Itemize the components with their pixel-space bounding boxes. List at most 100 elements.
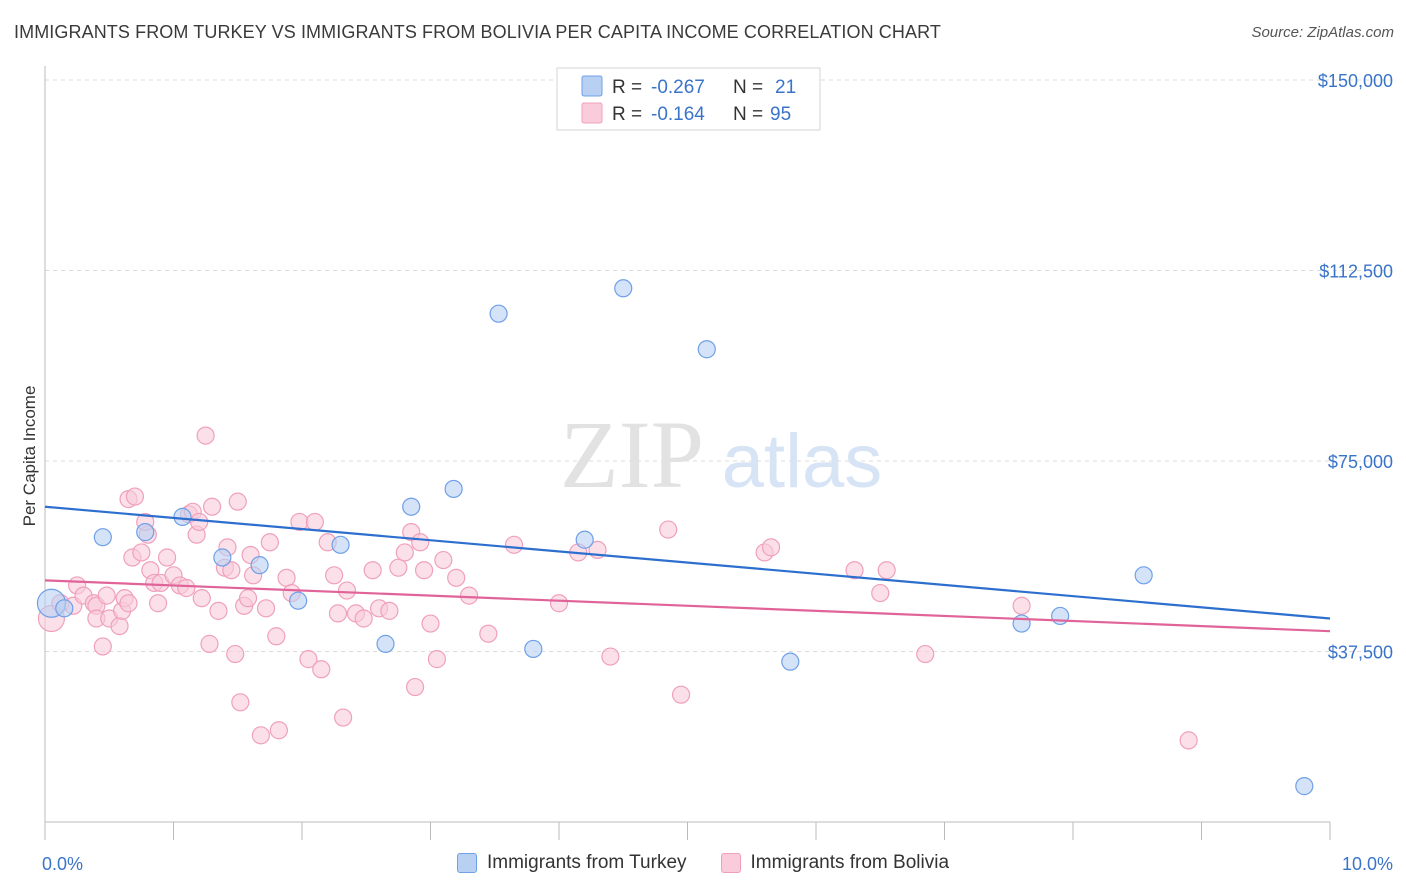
- legend-n-value-bolivia: 95: [770, 104, 791, 125]
- point-bolivia-58: [312, 660, 331, 679]
- point-turkey-12: [489, 304, 508, 323]
- point-turkey-21: [1295, 777, 1314, 796]
- watermark-atlas: atlas: [722, 419, 883, 504]
- point-bolivia-87: [671, 685, 691, 704]
- legend-n-label-bolivia: N =: [733, 104, 763, 125]
- point-bolivia-89: [761, 538, 781, 557]
- point-bolivia-36: [202, 497, 222, 516]
- point-bolivia-50: [260, 533, 279, 552]
- point-bolivia-57: [305, 512, 324, 532]
- point-bolivia-9: [97, 586, 116, 605]
- point-bolivia-78: [447, 568, 466, 587]
- point-turkey-11: [444, 479, 463, 499]
- point-bolivia-51: [267, 627, 286, 646]
- watermark-zip: ZIP: [560, 401, 704, 508]
- point-bolivia-19: [125, 487, 145, 506]
- y-tick-label-0: $150,000: [1318, 71, 1393, 91]
- watermark: ZIP atlas: [560, 401, 882, 508]
- point-turkey-1: [55, 599, 74, 618]
- point-bolivia-66: [363, 561, 382, 580]
- point-bolivia-32: [190, 512, 209, 532]
- point-bolivia-25: [157, 548, 177, 567]
- point-turkey-20: [1134, 566, 1153, 585]
- source-label: Source: ZipAtlas.com: [1251, 24, 1394, 41]
- legend-n-value-turkey: 21: [775, 77, 796, 98]
- point-bolivia-65: [354, 609, 373, 628]
- point-bolivia-75: [421, 614, 440, 633]
- point-bolivia-33: [192, 589, 211, 608]
- point-bolivia-52: [269, 721, 288, 740]
- point-turkey-9: [376, 634, 395, 653]
- point-bolivia-92: [877, 561, 896, 580]
- point-turkey-3: [136, 523, 155, 542]
- point-turkey-2: [93, 528, 112, 547]
- axes: [44, 66, 1331, 840]
- legend-label-turkey: Immigrants from Turkey: [486, 852, 687, 873]
- legend-item-turkey: Immigrants from Turkey: [456, 852, 687, 874]
- point-bolivia-68: [380, 601, 399, 620]
- point-bolivia-73: [411, 533, 430, 552]
- point-bolivia-63: [337, 581, 357, 600]
- legend-r-value-turkey: -0.267: [651, 77, 705, 98]
- point-bolivia-94: [1012, 596, 1031, 615]
- point-turkey-14: [575, 530, 594, 549]
- point-bolivia-15: [119, 594, 138, 613]
- point-bolivia-70: [395, 543, 414, 562]
- point-bolivia-42: [228, 492, 247, 511]
- point-bolivia-74: [414, 561, 434, 580]
- x-tick-label-max: 10.0%: [1342, 854, 1393, 874]
- y-tick-labels: $150,000 $112,500 $75,000 $37,500: [1318, 71, 1393, 663]
- legend-r-label-bolivia: R =: [612, 104, 642, 125]
- point-bolivia-16: [132, 543, 151, 562]
- y-tick-label-1: $112,500: [1319, 262, 1393, 282]
- point-bolivia-61: [328, 604, 348, 623]
- trend-line-turkey: [44, 505, 1331, 620]
- point-bolivia-11: [110, 616, 129, 636]
- stats-legend: R = -0.267 N = 21 R = -0.164 N = 95: [556, 67, 821, 131]
- y-tick-label-2: $75,000: [1328, 452, 1393, 472]
- legend-label-bolivia: Immigrants from Bolivia: [750, 852, 950, 873]
- point-bolivia-79: [459, 586, 479, 605]
- point-turkey-17: [781, 652, 800, 671]
- point-bolivia-77: [434, 550, 453, 570]
- point-bolivia-85: [601, 647, 620, 666]
- point-turkey-6: [250, 556, 269, 575]
- y-axis-label: Per Capita Income: [20, 386, 39, 527]
- legend-n-label-turkey: N =: [733, 77, 763, 98]
- point-bolivia-72: [405, 677, 425, 697]
- legend-item-bolivia: Immigrants from Bolivia: [720, 852, 950, 874]
- point-bolivia-45: [238, 589, 258, 608]
- point-bolivia-56: [299, 650, 318, 669]
- point-bolivia-41: [226, 644, 245, 664]
- point-turkey-5: [213, 548, 232, 567]
- point-bolivia-69: [389, 558, 408, 577]
- legend-color-bolivia: [720, 853, 741, 873]
- point-bolivia-86: [659, 520, 678, 539]
- series-legend: Immigrants from Turkey Immigrants from B…: [0, 852, 1406, 874]
- legend-r-value-bolivia: -0.164: [651, 104, 705, 125]
- legend-r-label-turkey: R =: [612, 77, 642, 98]
- point-turkey-16: [697, 340, 716, 359]
- trend-lines: [44, 505, 1331, 633]
- legend-color-turkey: [456, 853, 477, 873]
- point-bolivia-40: [222, 561, 241, 580]
- point-bolivia-35: [200, 634, 219, 653]
- point-bolivia-93: [916, 644, 935, 664]
- point-bolivia-48: [251, 726, 270, 745]
- point-bolivia-34: [196, 426, 215, 445]
- point-turkey-10: [402, 497, 421, 516]
- point-bolivia-49: [256, 599, 276, 618]
- point-bolivia-76: [427, 650, 447, 669]
- point-turkey-19: [1051, 606, 1070, 626]
- trend-line-bolivia: [44, 579, 1331, 633]
- point-bolivia-91: [871, 583, 890, 603]
- point-bolivia-53: [277, 568, 296, 587]
- point-bolivia-43: [231, 693, 250, 712]
- data-points: [36, 279, 1314, 796]
- legend-swatch-bolivia: [581, 102, 603, 124]
- y-tick-label-3: $37,500: [1328, 643, 1393, 663]
- point-turkey-7: [289, 591, 308, 610]
- point-turkey-8: [331, 535, 350, 554]
- point-bolivia-37: [209, 601, 228, 620]
